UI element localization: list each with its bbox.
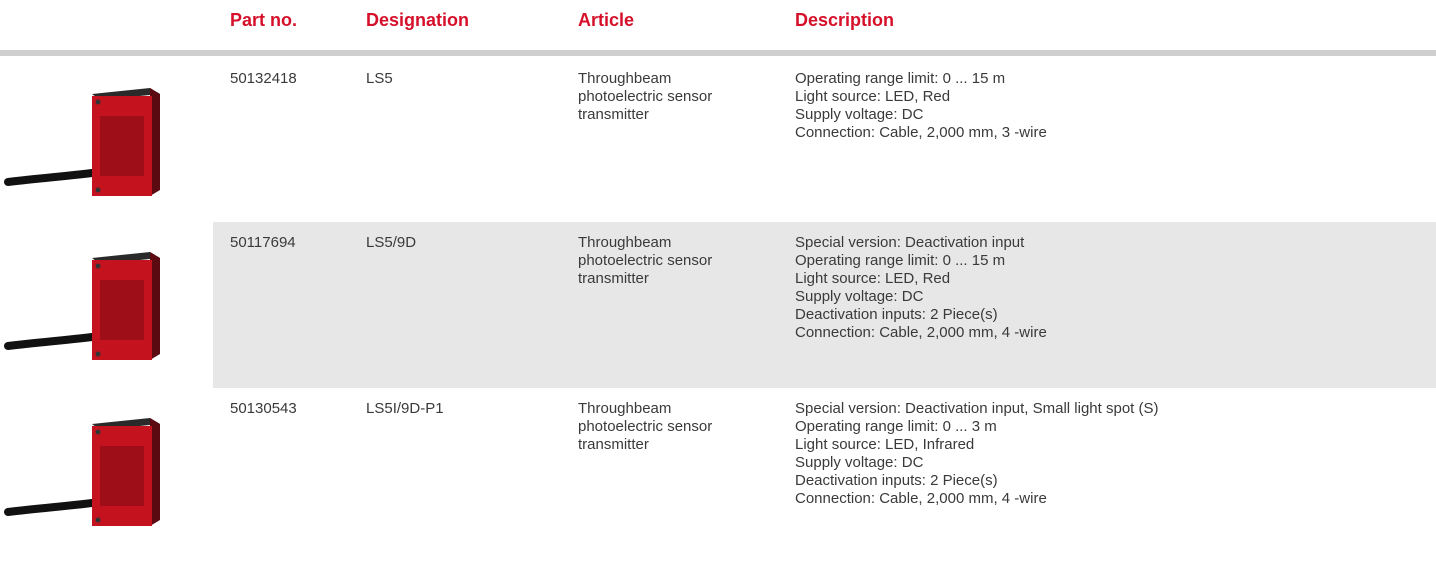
description-line: Light source: LED, Red (795, 270, 951, 287)
part-number: 50132418 (230, 70, 297, 87)
description-line: Supply voltage: DC (795, 454, 924, 471)
description-line: Supply voltage: DC (795, 106, 924, 123)
table-row: 50130543 LS5I/9D-P1 Throughbeam photoelect… (0, 388, 1436, 562)
description-line: Operating range limit: 0 ... 3 m (795, 418, 997, 435)
header-rule (0, 50, 1436, 56)
table-row: 50132418 LS5 Throughbeam photoelectric sen… (0, 58, 1436, 222)
column-header: Description (795, 10, 895, 30)
description-line: Connection: Cable, 2,000 mm, 4 -wire (795, 324, 1047, 341)
article: Throughbeam photoelectric sensor transmi… (578, 234, 713, 287)
sensor-image (4, 88, 160, 196)
part-number: 50117694 (230, 234, 296, 251)
description-line: Special version: Deactivation input, Sma… (795, 400, 1159, 417)
description-line: Light source: LED, Red (795, 88, 951, 105)
description-line: Operating range limit: 0 ... 15 m (795, 70, 1006, 87)
description-line: Connection: Cable, 2,000 mm, 4 -wire (795, 490, 1047, 507)
description: Special version: Deactivation input, Sma… (795, 400, 1415, 508)
description-line: Supply voltage: DC (795, 288, 924, 305)
description-line: Special version: Deactivation input (795, 234, 1025, 251)
part-number: 50130543 (230, 400, 297, 417)
description-line: Deactivation inputs: 2 Piece(s) (795, 306, 998, 323)
article: Throughbeam photoelectric sensor transmi… (578, 400, 713, 453)
article: Throughbeam photoelectric sensor transmi… (578, 70, 713, 123)
designation: LS5/9D (366, 234, 417, 251)
sensor-image (4, 252, 160, 360)
designation: LS5 (366, 70, 393, 87)
table-row: 50117694 LS5/9D Throughbeam photoelectric … (0, 222, 1436, 388)
description-line: Light source: LED, Infrared (795, 436, 975, 453)
designation: LS5I/9D-P1 (366, 400, 444, 417)
column-header: Designation (366, 10, 470, 30)
sensor-image (4, 418, 160, 526)
description: Operating range limit: 0 ... 15 m Light s… (795, 70, 1415, 142)
description: Special version: Deactivation input Opera… (795, 234, 1415, 342)
description-line: Deactivation inputs: 2 Piece(s) (795, 472, 998, 489)
description-line: Connection: Cable, 2,000 mm, 3 -wire (795, 124, 1047, 141)
column-header: Part no. (230, 10, 298, 30)
description-line: Operating range limit: 0 ... 15 m (795, 252, 1006, 269)
column-header: Article (578, 10, 635, 30)
